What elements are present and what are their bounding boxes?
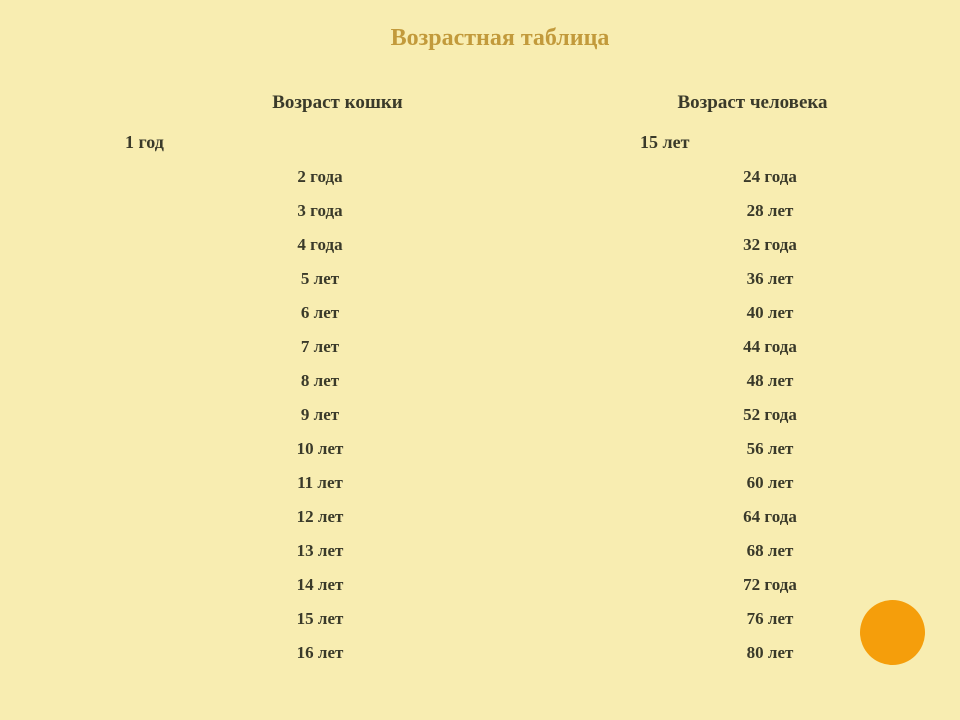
table-first-row: 1 год 15 лет bbox=[40, 132, 920, 153]
cell-cat-age: 6 лет bbox=[110, 303, 470, 323]
decorative-circle bbox=[860, 600, 925, 665]
cell-human-age: 32 года bbox=[470, 235, 920, 255]
cell-human-age: 40 лет bbox=[470, 303, 920, 323]
slide-container: Возрастная таблица Возраст кошки Возраст… bbox=[0, 0, 960, 720]
cell-cat-age: 11 лет bbox=[110, 473, 470, 493]
cell-human-age: 36 лет bbox=[470, 269, 920, 289]
table-row: 4 года 32 года bbox=[110, 235, 920, 255]
table-row: 3 года 28 лет bbox=[110, 201, 920, 221]
cell-human-age: 76 лет bbox=[470, 609, 920, 629]
cell-human-age: 44 года bbox=[470, 337, 920, 357]
cell-cat-age: 9 лет bbox=[110, 405, 470, 425]
cell-human-age: 24 года bbox=[470, 167, 920, 187]
page-title: Возрастная таблица bbox=[80, 25, 920, 52]
cell-cat-age: 16 лет bbox=[110, 643, 470, 663]
cell-cat-age: 7 лет bbox=[110, 337, 470, 357]
header-human-age: Возраст человека bbox=[505, 92, 920, 114]
cell-cat-age: 14 лет bbox=[110, 575, 470, 595]
cell-human-age: 52 года bbox=[470, 405, 920, 425]
cell-human-age: 56 лет bbox=[470, 439, 920, 459]
table-headers: Возраст кошки Возраст человека bbox=[40, 92, 920, 114]
cell-cat-age: 12 лет bbox=[110, 507, 470, 527]
cell-cat-age: 5 лет bbox=[110, 269, 470, 289]
cell-human-age: 28 лет bbox=[470, 201, 920, 221]
cell-cat-age: 15 лет bbox=[110, 609, 470, 629]
cell-human-age: 64 года bbox=[470, 507, 920, 527]
cell-cat-age: 3 года bbox=[110, 201, 470, 221]
table-row: 15 лет 76 лет bbox=[110, 609, 920, 629]
table-body: 2 года 24 года 3 года 28 лет 4 года 32 г… bbox=[40, 167, 920, 663]
first-row-cat: 1 год bbox=[40, 132, 240, 153]
table-row: 13 лет 68 лет bbox=[110, 541, 920, 561]
cell-cat-age: 2 года bbox=[110, 167, 470, 187]
cell-human-age: 72 года bbox=[470, 575, 920, 595]
table-row: 5 лет 36 лет bbox=[110, 269, 920, 289]
table-row: 10 лет 56 лет bbox=[110, 439, 920, 459]
cell-cat-age: 8 лет bbox=[110, 371, 470, 391]
cell-cat-age: 4 года bbox=[110, 235, 470, 255]
first-row-human: 15 лет bbox=[240, 132, 689, 153]
table-row: 7 лет 44 года bbox=[110, 337, 920, 357]
table-row: 2 года 24 года bbox=[110, 167, 920, 187]
table-row: 6 лет 40 лет bbox=[110, 303, 920, 323]
table-row: 8 лет 48 лет bbox=[110, 371, 920, 391]
table-row: 12 лет 64 года bbox=[110, 507, 920, 527]
cell-human-age: 68 лет bbox=[470, 541, 920, 561]
cell-human-age: 80 лет bbox=[470, 643, 920, 663]
cell-cat-age: 13 лет bbox=[110, 541, 470, 561]
cell-human-age: 48 лет bbox=[470, 371, 920, 391]
table-row: 14 лет 72 года bbox=[110, 575, 920, 595]
table-row: 16 лет 80 лет bbox=[110, 643, 920, 663]
table-row: 11 лет 60 лет bbox=[110, 473, 920, 493]
cell-cat-age: 10 лет bbox=[110, 439, 470, 459]
cell-human-age: 60 лет bbox=[470, 473, 920, 493]
table-row: 9 лет 52 года bbox=[110, 405, 920, 425]
header-cat-age: Возраст кошки bbox=[110, 92, 505, 114]
